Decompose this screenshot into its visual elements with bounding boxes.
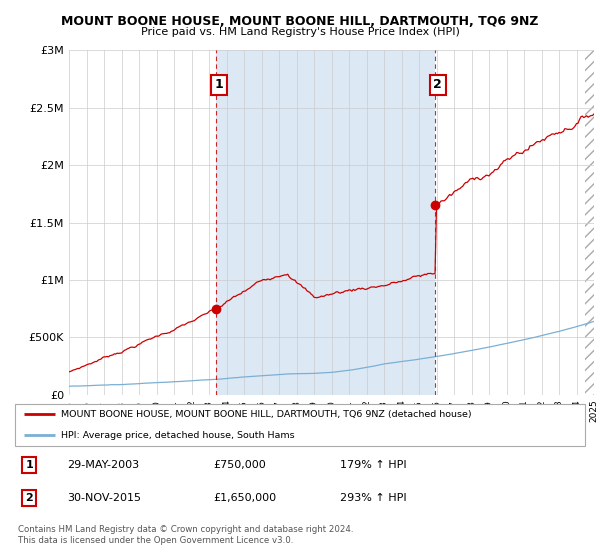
FancyBboxPatch shape (15, 404, 585, 446)
Bar (585, 50, 594, 395)
Text: HPI: Average price, detached house, South Hams: HPI: Average price, detached house, Sout… (61, 431, 295, 440)
Text: Contains HM Land Registry data © Crown copyright and database right 2024.
This d: Contains HM Land Registry data © Crown c… (18, 525, 353, 545)
Text: 2: 2 (433, 78, 442, 91)
Text: £750,000: £750,000 (214, 460, 266, 470)
Text: £1,650,000: £1,650,000 (214, 493, 277, 503)
Text: 1: 1 (25, 460, 33, 470)
Text: 29-MAY-2003: 29-MAY-2003 (67, 460, 139, 470)
Text: 179% ↑ HPI: 179% ↑ HPI (340, 460, 407, 470)
Text: 1: 1 (214, 78, 223, 91)
Text: 293% ↑ HPI: 293% ↑ HPI (340, 493, 407, 503)
Text: MOUNT BOONE HOUSE, MOUNT BOONE HILL, DARTMOUTH, TQ6 9NZ: MOUNT BOONE HOUSE, MOUNT BOONE HILL, DAR… (61, 15, 539, 28)
Text: 30-NOV-2015: 30-NOV-2015 (67, 493, 141, 503)
Text: Price paid vs. HM Land Registry's House Price Index (HPI): Price paid vs. HM Land Registry's House … (140, 27, 460, 37)
Bar (216, 50, 435, 395)
Text: MOUNT BOONE HOUSE, MOUNT BOONE HILL, DARTMOUTH, TQ6 9NZ (detached house): MOUNT BOONE HOUSE, MOUNT BOONE HILL, DAR… (61, 409, 472, 418)
Text: 2: 2 (25, 493, 33, 503)
